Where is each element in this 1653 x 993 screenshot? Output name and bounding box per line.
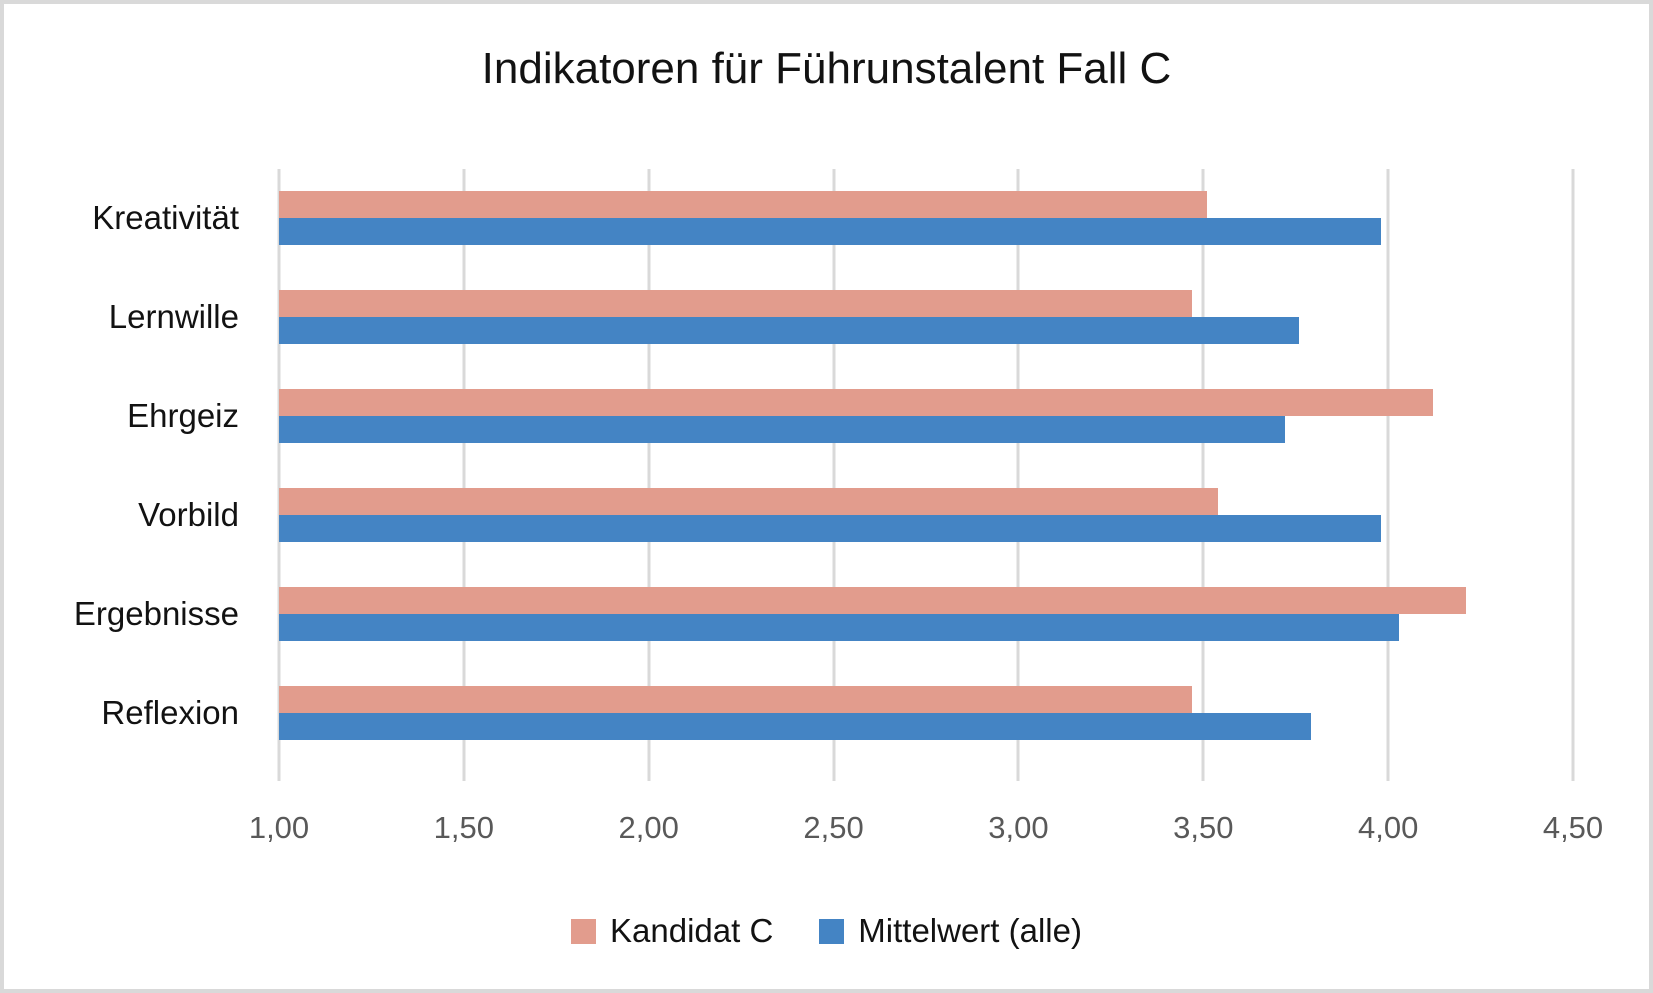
bar-group [279,367,1573,466]
category-axis: Kreativität Lernwille Ehrgeiz Vorbild Ergebn… [4,169,239,762]
x-axis-tick-label: 1,50 [433,810,495,845]
bar-group [279,465,1573,564]
bar-mittelwert-alle [279,613,1400,641]
tick-mark [832,762,836,781]
x-axis-tick-label: 2,00 [618,810,679,845]
gridline [462,169,466,762]
bar-kandidat-c [279,487,1219,515]
tick-mark [647,762,651,781]
legend: Kandidat C Mittelwert (alle) [4,912,1649,950]
legend-swatch-kandidat-c-icon [571,918,596,944]
bar-kandidat-c [279,685,1193,713]
tick-mark [462,762,466,781]
gridline [832,169,836,762]
category-label: Ergebnisse [73,594,239,632]
bar-kandidat-c [279,586,1466,614]
x-axis-tick-label: 3,00 [988,810,1049,845]
bar-group [279,268,1573,367]
tick-mark [277,762,281,781]
bar-kandidat-c [279,191,1207,219]
bar-group [279,169,1573,268]
legend-swatch-mittelwert-icon [819,918,845,944]
tick-mark [1201,762,1205,781]
bar-mittelwert-alle [279,416,1285,444]
x-axis-tick-label: 4,50 [1542,810,1604,845]
bar-mittelwert-alle [279,317,1300,345]
gridline [1386,169,1390,762]
category-label: Kreativität [92,199,239,237]
bar-group [279,663,1573,762]
tick-marks-layer [277,762,1575,781]
x-axis-tick-label: 3,50 [1173,810,1234,845]
chart-title: Indikatoren für Führunstalent Fall C [481,44,1172,93]
gridline [1201,169,1205,762]
legend-label-mittelwert: Mittelwert (alle) [858,912,1082,949]
tick-mark [1571,762,1575,781]
legend-item-mittelwert: Mittelwert (alle) [819,912,1082,950]
x-axis-tick-label: 4,00 [1357,810,1419,845]
bar-mittelwert-alle [279,712,1311,740]
category-label: Ehrgeiz [127,397,239,435]
value-axis: 1,00 1,50 2,00 2,50 3,00 3,50 4,00 4,50 [249,810,1603,854]
legend-item-kandidat-c: Kandidat C [571,912,773,950]
bar-kandidat-c [279,389,1433,417]
bar-mittelwert-alle [279,514,1381,542]
gridline [1016,169,1020,762]
tick-mark [1386,762,1390,781]
x-axis-tick-label: 1,00 [248,810,310,845]
category-label: Vorbild [138,495,239,533]
bars-layer [279,169,1573,762]
gridline [647,169,651,762]
bar-mittelwert-alle [279,218,1381,246]
x-axis-tick-label: 2,50 [803,810,864,845]
bar-kandidat-c [279,290,1193,318]
tick-mark [1016,762,1020,781]
bar-group [279,564,1573,663]
gridline [277,169,281,762]
plot-area [277,169,1575,762]
category-label: Lernwille [108,298,239,336]
gridline [1571,169,1575,762]
legend-label-kandidat-c: Kandidat C [610,912,774,949]
category-label: Reflexion [101,693,239,731]
